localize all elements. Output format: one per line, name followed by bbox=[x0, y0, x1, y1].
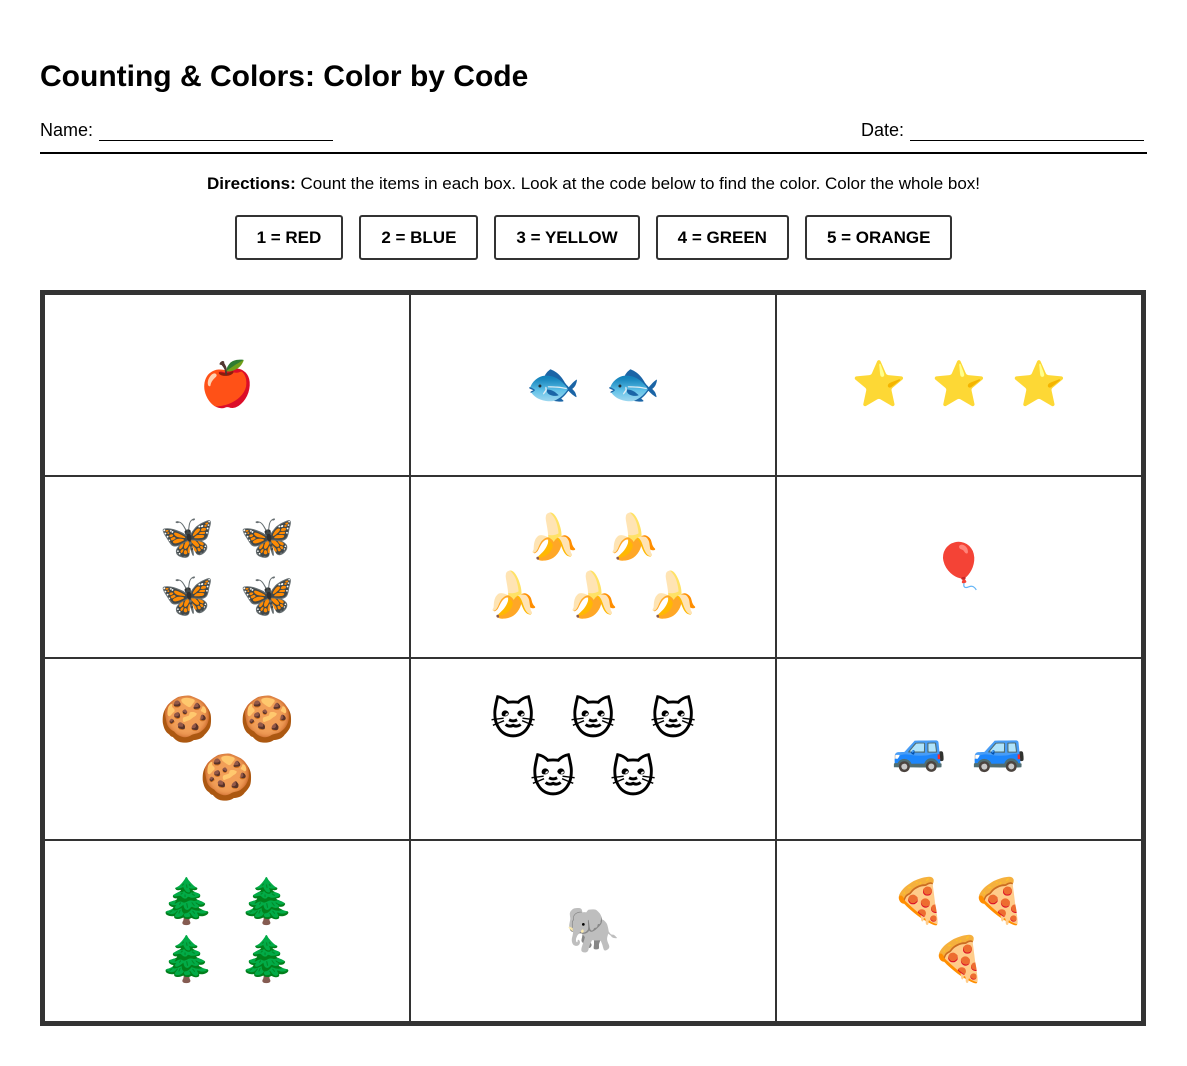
name-blank[interactable] bbox=[99, 120, 334, 141]
item-icon: 🦋 bbox=[159, 512, 215, 563]
count-box[interactable]: 🐟 🐟 bbox=[410, 294, 776, 476]
item-icon: 🍌 bbox=[645, 570, 701, 621]
item-icon: ⭐ bbox=[931, 359, 987, 410]
count-box[interactable]: 🐘 bbox=[410, 840, 776, 1022]
count-box[interactable]: 🍪 🍪 🍪 bbox=[44, 658, 410, 840]
count-box[interactable]: 🍎 bbox=[44, 294, 410, 476]
item-icon: 🚙 bbox=[891, 723, 947, 774]
item-icon: 🍕 bbox=[891, 876, 947, 927]
item-icon: 🚙 bbox=[971, 723, 1027, 774]
item-icon: 🌲 bbox=[239, 876, 295, 927]
item-group: ⭐ ⭐ ⭐ bbox=[839, 360, 1079, 410]
item-icon: 🐱 bbox=[610, 752, 656, 803]
title: Counting & Colors: Color by Code bbox=[40, 60, 529, 93]
item-icon: 🦋 bbox=[159, 570, 215, 621]
date-field: Date: bbox=[861, 120, 1145, 141]
item-icon: 🍪 bbox=[239, 694, 295, 745]
code-box: 5 = ORANGE bbox=[804, 215, 953, 260]
item-group: 🐱 🐱 🐱 🐱 🐱 bbox=[473, 695, 713, 803]
count-box[interactable]: ⭐ ⭐ ⭐ bbox=[776, 294, 1142, 476]
name-label: Name: bbox=[40, 120, 94, 140]
item-icon: ⭐ bbox=[851, 359, 907, 410]
item-icon: 🐟 bbox=[605, 359, 661, 410]
item-icon: 🍕 bbox=[971, 876, 1027, 927]
code-box: 3 = YELLOW bbox=[494, 215, 640, 260]
item-icon: 🌲 bbox=[159, 934, 215, 985]
code-box: 2 = BLUE bbox=[359, 215, 479, 260]
item-icon: 🐟 bbox=[525, 359, 581, 410]
count-box[interactable]: 🍌 🍌 🍌 🍌 🍌 bbox=[410, 476, 776, 658]
divider bbox=[40, 152, 1147, 154]
item-icon: 🎈 bbox=[931, 541, 987, 592]
count-box[interactable]: 🌲 🌲 🌲 🌲 bbox=[44, 840, 410, 1022]
directions-label: Directions: bbox=[207, 174, 296, 193]
name-field: Name: bbox=[40, 120, 334, 141]
item-group: 🍎 bbox=[187, 360, 267, 410]
item-icon: 🍕 bbox=[931, 934, 987, 985]
item-icon: 🌲 bbox=[159, 876, 215, 927]
item-group: 🍌 🍌 🍌 🍌 🍌 bbox=[473, 513, 713, 621]
code-box: 1 = RED bbox=[234, 215, 344, 260]
item-icon: 🐱 bbox=[530, 752, 576, 803]
item-icon: 🍌 bbox=[485, 570, 541, 621]
item-icon: 🐱 bbox=[570, 694, 616, 745]
item-icon: 🦋 bbox=[239, 512, 295, 563]
item-icon: 🌲 bbox=[239, 934, 295, 985]
item-group: 🍕 🍕 🍕 bbox=[879, 877, 1039, 985]
code-box: 4 = GREEN bbox=[655, 215, 789, 260]
grid: 🍎 🐟 🐟 ⭐ ⭐ ⭐ 🦋 🦋 🦋 🦋 🍌 🍌 🍌 🍌 🍌 🎈 🍪 🍪 🍪 🐱 🐱 🐱 🐱 🐱 🚙 🚙 🌲 🌲 🌲 🌲 🐘 🍕 🍕 🍕 bbox=[40, 290, 1146, 1026]
directions-text: Count the items in each box. Look at the… bbox=[300, 174, 980, 193]
item-icon: 🍌 bbox=[605, 512, 661, 563]
item-group: 🐘 bbox=[553, 906, 633, 956]
item-group: 🌲 🌲 🌲 🌲 bbox=[147, 877, 307, 985]
count-box[interactable]: 🎈 bbox=[776, 476, 1142, 658]
item-icon: 🍌 bbox=[565, 570, 621, 621]
item-group: 🐟 🐟 bbox=[513, 360, 673, 410]
item-icon: 🐘 bbox=[565, 905, 621, 956]
directions: Directions: Count the items in each box.… bbox=[0, 174, 1187, 194]
item-icon: 🍪 bbox=[199, 752, 255, 803]
item-icon: 🍌 bbox=[525, 512, 581, 563]
count-box[interactable]: 🐱 🐱 🐱 🐱 🐱 bbox=[410, 658, 776, 840]
item-group: 🦋 🦋 🦋 🦋 bbox=[147, 513, 307, 621]
count-box[interactable]: 🦋 🦋 🦋 🦋 bbox=[44, 476, 410, 658]
count-box[interactable]: 🚙 🚙 bbox=[776, 658, 1142, 840]
item-group: 🚙 🚙 bbox=[879, 724, 1039, 774]
item-icon: 🍪 bbox=[159, 694, 215, 745]
item-group: 🎈 bbox=[919, 542, 999, 592]
item-icon: 🍎 bbox=[199, 359, 255, 410]
item-icon: 🐱 bbox=[650, 694, 696, 745]
item-icon: 🐱 bbox=[490, 694, 536, 745]
date-label: Date: bbox=[861, 120, 905, 140]
count-box[interactable]: 🍕 🍕 🍕 bbox=[776, 840, 1142, 1022]
item-icon: ⭐ bbox=[1011, 359, 1067, 410]
code-key: 1 = RED 2 = BLUE 3 = YELLOW 4 = GREEN 5 = OR… bbox=[0, 215, 1187, 260]
item-group: 🍪 🍪 🍪 bbox=[147, 695, 307, 803]
date-blank[interactable] bbox=[910, 120, 1145, 141]
item-icon: 🦋 bbox=[239, 570, 295, 621]
